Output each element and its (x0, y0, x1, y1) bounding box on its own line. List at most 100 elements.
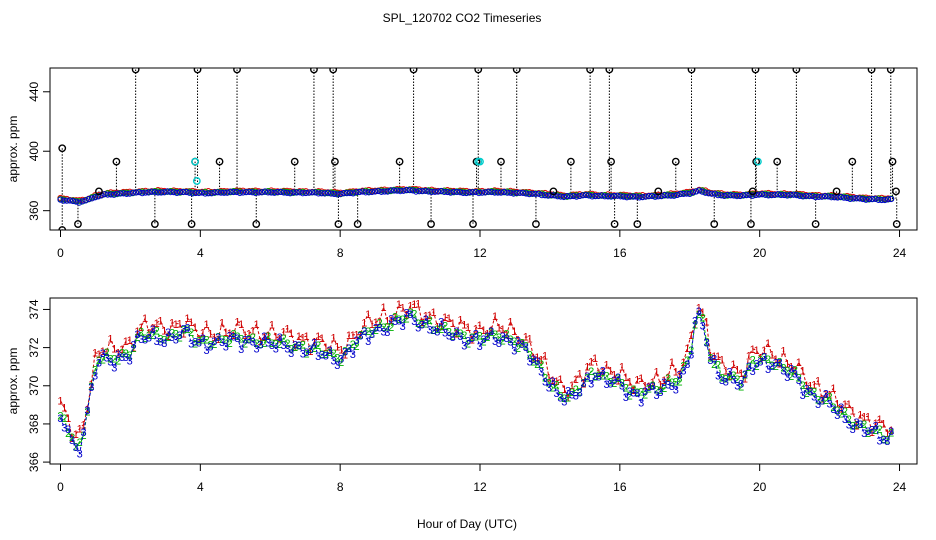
baseline-point (818, 193, 826, 200)
series-marker: 2 (696, 309, 702, 321)
series-marker: 3 (242, 334, 248, 346)
series-marker: 1 (223, 327, 229, 339)
baseline-point (469, 189, 476, 196)
series-marker: 2 (815, 394, 821, 406)
baseline-point (730, 192, 737, 199)
baseline-point (714, 192, 722, 199)
series-marker: 1 (803, 380, 809, 392)
series-marker: 3 (834, 410, 840, 422)
series-marker: 1 (673, 367, 679, 379)
series-marker: 1 (292, 342, 298, 354)
series-marker: 1 (700, 307, 706, 319)
baseline-point (183, 188, 190, 196)
series-marker: 3 (350, 349, 356, 361)
series-marker: 3 (665, 379, 671, 391)
series-marker: 1 (242, 330, 248, 342)
series-marker: 3 (307, 344, 313, 356)
series-marker: 1 (823, 389, 829, 401)
baseline-point (875, 196, 882, 204)
series-marker: 1 (57, 396, 63, 408)
series-marker: 1 (703, 317, 709, 329)
baseline-point (538, 192, 545, 199)
baseline-point (557, 193, 564, 200)
series-marker: 1 (619, 362, 625, 374)
baseline-point (151, 188, 158, 196)
baseline-point (689, 189, 697, 196)
series-marker: 2 (65, 428, 71, 440)
series-marker: 1 (134, 326, 140, 338)
series-marker: 3 (254, 344, 260, 356)
series-marker: 1 (877, 414, 883, 426)
series-marker: 1 (773, 354, 779, 366)
series-marker: 2 (873, 425, 879, 437)
series-marker: 3 (765, 364, 771, 376)
baseline-point (161, 189, 168, 196)
series-marker: 1 (180, 329, 186, 341)
series-marker: 2 (92, 365, 98, 377)
series-marker: 2 (177, 332, 183, 344)
series-marker: 3 (607, 378, 613, 390)
baseline-point (283, 189, 291, 196)
series-marker: 3 (392, 316, 398, 328)
series-marker: 1 (680, 357, 686, 369)
series-marker: 3 (546, 382, 552, 394)
series-marker: 3 (634, 388, 640, 400)
baseline-point (202, 190, 209, 197)
baseline-point (589, 193, 596, 200)
series-marker: 2 (673, 376, 679, 388)
series-marker: 3 (838, 402, 844, 414)
spike-point (187, 220, 196, 228)
series-marker: 1 (369, 319, 375, 331)
series-marker: 1 (423, 310, 429, 322)
series-marker: 2 (384, 321, 390, 333)
series-marker: 2 (115, 356, 121, 368)
baseline-point (419, 188, 426, 195)
series-marker: 1 (404, 309, 410, 321)
series-marker: 3 (857, 419, 863, 431)
baseline-point (683, 190, 690, 197)
baseline-point (579, 192, 586, 199)
series-marker: 2 (769, 360, 775, 372)
baseline-point (101, 191, 108, 198)
series-marker: 3 (265, 338, 271, 350)
baseline-point (337, 190, 344, 198)
series-marker: 1 (500, 324, 506, 336)
baseline-point (76, 199, 83, 206)
series-marker: 2 (442, 320, 448, 332)
baseline-point (711, 190, 719, 197)
series-marker: 1 (330, 333, 336, 345)
series-marker: 2 (888, 427, 894, 439)
baseline-point (733, 192, 741, 200)
series-marker: 2 (561, 393, 567, 405)
baseline-point (677, 190, 684, 198)
series-marker: 3 (869, 425, 875, 437)
series-marker: 2 (419, 318, 425, 330)
series-marker: 3 (261, 331, 267, 343)
series-marker: 3 (407, 309, 413, 321)
spike-point (605, 68, 614, 74)
series-marker: 3 (715, 371, 721, 383)
series-marker: 1 (846, 399, 852, 411)
baseline-point (189, 190, 196, 197)
series-marker: 2 (507, 334, 513, 346)
baseline-point (488, 188, 495, 196)
series-marker: 3 (457, 331, 463, 343)
series-marker: 3 (130, 339, 136, 351)
series-marker: 3 (730, 374, 736, 386)
baseline-point (850, 195, 857, 202)
series-marker: 3 (88, 382, 94, 394)
baseline-point (192, 189, 199, 196)
series-marker: 3 (650, 381, 656, 393)
series-marker: 2 (803, 388, 809, 400)
baseline-point (390, 187, 398, 194)
series-marker: 1 (457, 314, 463, 326)
baseline-point (205, 190, 212, 197)
x-tick-label: 16 (613, 480, 627, 494)
chart-title: SPL_120702 CO2 Timeseries (383, 11, 542, 25)
series-marker: 1 (65, 413, 71, 425)
baseline-point (630, 193, 637, 200)
series-marker: 1 (677, 369, 683, 381)
series-marker: 2 (165, 332, 171, 344)
series-marker: 1 (280, 327, 286, 339)
